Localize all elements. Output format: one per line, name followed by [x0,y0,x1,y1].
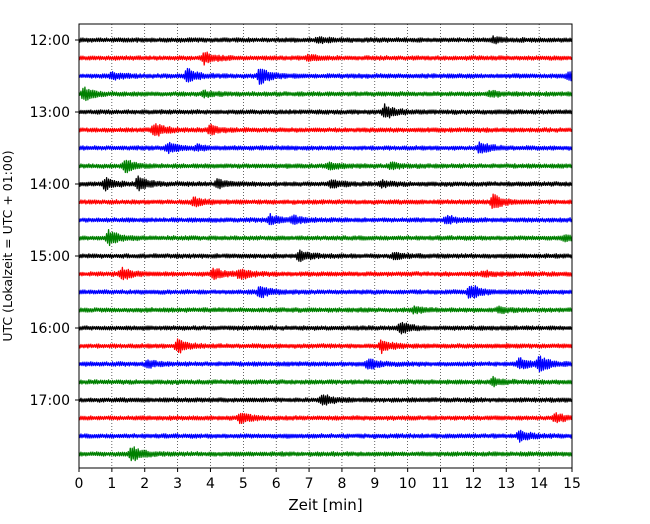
x-tick-label-10: 10 [399,476,417,492]
trace-row-20 [78,394,573,406]
x-tick-label-4: 4 [206,476,215,492]
x-tick-label-7: 7 [305,476,314,492]
trace-row-5 [78,123,573,137]
x-tick-label-6: 6 [272,476,281,492]
trace-row-9 [78,193,573,209]
trace-row-0 [78,35,573,45]
plot-frame [78,23,573,469]
y-axis-ticks: 12:00 13:00 14:00 15:00 16:00 17:00 [30,33,79,409]
y-tick-label-12:00: 12:00 [30,33,70,49]
trace-row-18 [78,355,573,373]
x-tick-label-1: 1 [107,476,116,492]
x-tick-label-0: 0 [75,476,84,492]
x-tick-label-13: 13 [497,476,515,492]
trace-row-14 [78,285,573,299]
trace-row-10 [78,212,573,226]
x-tick-label-12: 12 [464,476,482,492]
y-tick-label-17:00: 17:00 [30,393,70,409]
x-tick-label-5: 5 [239,476,248,492]
y-tick-label-15:00: 15:00 [30,249,70,265]
trace-row-16 [78,321,573,335]
x-tick-label-9: 9 [370,476,379,492]
x-tick-label-11: 11 [432,476,450,492]
trace-row-8 [78,175,573,192]
x-axis-ticks: 0 1 2 3 4 5 6 7 8 9 10 11 12 13 14 15 [75,468,581,492]
y-tick-label-16:00: 16:00 [30,321,70,337]
trace-row-6 [78,141,573,155]
trace-row-19 [78,375,573,388]
trace-row-1 [78,51,573,66]
y-tick-label-13:00: 13:00 [30,105,70,121]
x-tick-label-2: 2 [140,476,149,492]
y-tick-label-14:00: 14:00 [30,177,70,193]
trace-row-21 [78,412,573,425]
trace-row-23 [78,446,573,462]
trace-row-4 [78,103,573,119]
trace-row-15 [78,305,573,315]
vertical-grid [111,24,540,468]
trace-row-3 [78,86,573,102]
x-axis-label: Zeit [min] [288,496,362,514]
trace-row-12 [78,249,573,263]
trace-row-22 [78,429,573,443]
x-tick-label-14: 14 [530,476,548,492]
trace-rows [78,35,573,462]
trace-row-13 [78,266,573,281]
y-axis-label: UTC (Lokalzeit = UTC + 01:00) [0,150,15,341]
trace-row-11 [78,229,573,247]
x-tick-label-15: 15 [563,476,581,492]
trace-row-7 [78,159,573,174]
trace-row-17 [78,338,573,355]
trace-row-2 [78,67,573,85]
x-tick-label-3: 3 [173,476,182,492]
x-tick-label-8: 8 [337,476,346,492]
